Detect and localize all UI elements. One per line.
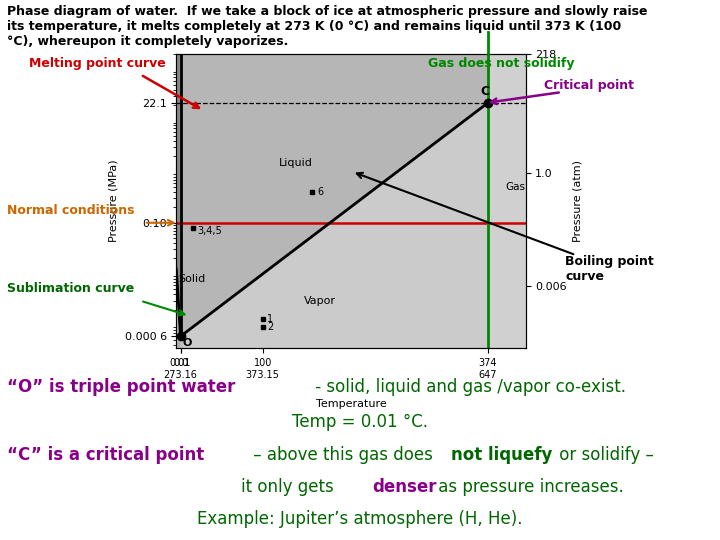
- Text: it only gets: it only gets: [241, 478, 339, 496]
- Text: or solidify –: or solidify –: [554, 446, 654, 463]
- Text: Gas: Gas: [505, 182, 525, 192]
- X-axis label: Temperature: Temperature: [315, 399, 387, 409]
- Text: not liquefy: not liquefy: [451, 446, 552, 463]
- Text: denser: denser: [372, 478, 437, 496]
- Text: C: C: [480, 85, 490, 98]
- Text: O: O: [183, 338, 192, 348]
- Text: Normal conditions: Normal conditions: [7, 204, 135, 218]
- Text: 3,4,5: 3,4,5: [197, 226, 222, 235]
- Text: Melting point curve: Melting point curve: [29, 57, 166, 70]
- Text: Temp = 0.01 °C.: Temp = 0.01 °C.: [292, 413, 428, 431]
- Text: Vapor: Vapor: [304, 295, 336, 306]
- Text: 6: 6: [318, 187, 324, 197]
- Text: Gas does not solidify: Gas does not solidify: [428, 57, 575, 70]
- Text: 1: 1: [267, 314, 273, 324]
- Text: 2: 2: [267, 322, 273, 332]
- Text: Sublimation curve: Sublimation curve: [7, 282, 135, 295]
- Text: “O” is triple point water: “O” is triple point water: [7, 378, 235, 396]
- Text: Example: Jupiter’s atmosphere (H, He).: Example: Jupiter’s atmosphere (H, He).: [197, 510, 523, 528]
- Y-axis label: Pressure (MPa): Pressure (MPa): [109, 160, 119, 242]
- Text: Critical point: Critical point: [544, 79, 634, 92]
- Text: Boiling point
curve: Boiling point curve: [565, 255, 654, 283]
- Text: “C” is a critical point: “C” is a critical point: [7, 446, 204, 463]
- Text: Solid: Solid: [178, 274, 205, 284]
- Text: – above this gas does: – above this gas does: [248, 446, 438, 463]
- Y-axis label: Pressure (atm): Pressure (atm): [572, 160, 582, 242]
- Text: Liquid: Liquid: [279, 158, 313, 167]
- Text: Phase diagram of water.  If we take a block of ice at atmospheric pressure and s: Phase diagram of water. If we take a blo…: [7, 5, 648, 49]
- Text: - solid, liquid and gas /vapor co-exist.: - solid, liquid and gas /vapor co-exist.: [310, 378, 626, 396]
- Text: as pressure increases.: as pressure increases.: [433, 478, 624, 496]
